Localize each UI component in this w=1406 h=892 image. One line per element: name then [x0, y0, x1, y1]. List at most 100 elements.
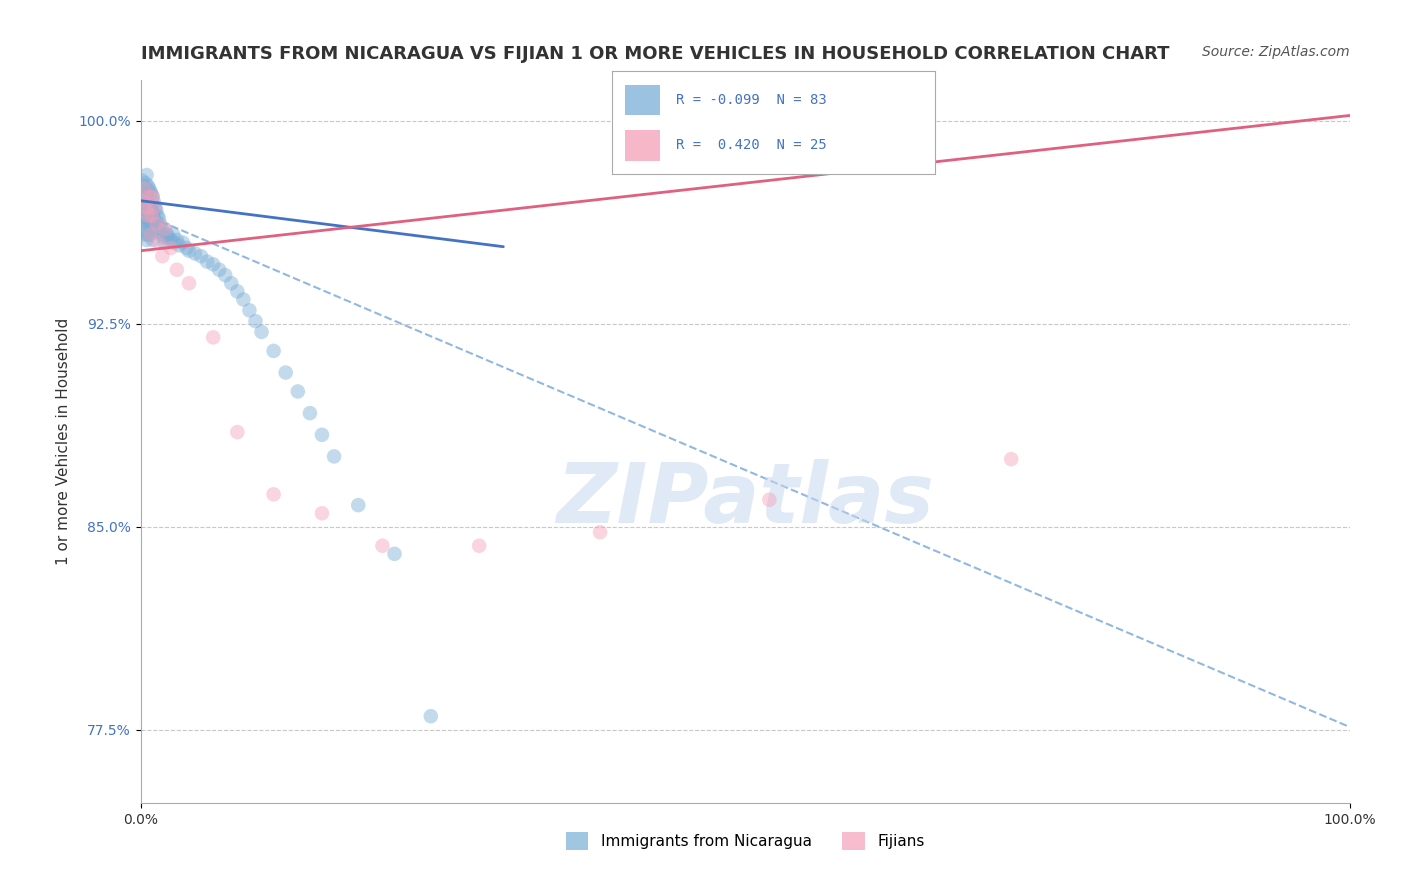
Point — [145, 217, 167, 231]
Point — [163, 235, 186, 250]
Point — [141, 203, 163, 218]
Point — [142, 189, 165, 203]
Point — [1000, 452, 1022, 467]
Bar — [624, 130, 661, 161]
Point — [214, 268, 236, 282]
Point — [138, 181, 160, 195]
Point — [131, 173, 153, 187]
Point — [384, 547, 406, 561]
Point — [589, 525, 612, 540]
Point — [166, 262, 188, 277]
Point — [136, 227, 159, 242]
Point — [245, 314, 267, 328]
Point — [131, 192, 153, 206]
Point — [134, 176, 156, 190]
Point — [226, 285, 249, 299]
Y-axis label: 1 or more Vehicles in Household: 1 or more Vehicles in Household — [56, 318, 72, 566]
Point — [143, 214, 166, 228]
Point — [150, 249, 173, 263]
Point — [134, 222, 156, 236]
Point — [135, 233, 157, 247]
Point — [287, 384, 309, 399]
Point — [311, 427, 333, 442]
Point — [232, 293, 254, 307]
Text: R =  0.420  N = 25: R = 0.420 N = 25 — [676, 138, 827, 153]
Point — [202, 330, 225, 344]
Text: Source: ZipAtlas.com: Source: ZipAtlas.com — [1202, 45, 1350, 60]
Bar — [624, 85, 661, 115]
Point — [419, 709, 441, 723]
Point — [263, 343, 285, 358]
Point — [134, 227, 156, 242]
Point — [238, 303, 260, 318]
Point — [153, 222, 176, 236]
Point — [176, 241, 198, 255]
Point — [145, 203, 167, 218]
Point — [136, 211, 159, 226]
Point — [134, 181, 156, 195]
Legend: Immigrants from Nicaragua, Fijians: Immigrants from Nicaragua, Fijians — [560, 826, 931, 856]
Point — [148, 211, 170, 226]
Point — [758, 492, 780, 507]
Point — [138, 198, 160, 212]
Point — [136, 178, 159, 193]
Point — [135, 217, 157, 231]
Point — [134, 206, 156, 220]
Point — [162, 227, 184, 242]
Point — [132, 214, 155, 228]
Point — [208, 262, 231, 277]
Point — [149, 217, 172, 231]
Point — [139, 227, 162, 242]
Point — [139, 214, 162, 228]
Point — [134, 189, 156, 203]
Point — [134, 181, 156, 195]
Point — [156, 227, 179, 242]
Point — [184, 246, 207, 260]
Text: IMMIGRANTS FROM NICARAGUA VS FIJIAN 1 OR MORE VEHICLES IN HOUSEHOLD CORRELATION : IMMIGRANTS FROM NICARAGUA VS FIJIAN 1 OR… — [141, 45, 1170, 63]
Point — [136, 209, 159, 223]
Text: ZIPatlas: ZIPatlas — [557, 458, 934, 540]
Point — [145, 217, 167, 231]
Point — [323, 450, 346, 464]
Point — [142, 189, 165, 203]
Point — [166, 233, 188, 247]
Point — [371, 539, 394, 553]
Point — [142, 211, 165, 226]
Point — [150, 227, 173, 242]
Point — [139, 201, 162, 215]
Point — [148, 235, 170, 250]
Point — [347, 498, 370, 512]
Point — [135, 201, 157, 215]
Point — [139, 227, 162, 242]
Point — [153, 222, 176, 236]
Point — [226, 425, 249, 439]
Point — [311, 506, 333, 520]
Point — [468, 539, 491, 553]
Point — [169, 238, 191, 252]
Point — [146, 209, 169, 223]
Text: R = -0.099  N = 83: R = -0.099 N = 83 — [676, 93, 827, 106]
Point — [134, 201, 156, 215]
Point — [172, 235, 194, 250]
Point — [141, 217, 163, 231]
Point — [138, 189, 160, 203]
Point — [250, 325, 273, 339]
Point — [195, 254, 218, 268]
Point — [263, 487, 285, 501]
Point — [139, 184, 162, 198]
Point — [132, 178, 155, 193]
Point — [190, 249, 212, 263]
Point — [150, 222, 173, 236]
Point — [136, 195, 159, 210]
Point — [298, 406, 321, 420]
Point — [153, 235, 176, 250]
Point — [138, 214, 160, 228]
Point — [152, 230, 174, 244]
Point — [157, 230, 180, 244]
Point — [177, 277, 200, 291]
Point — [148, 225, 170, 239]
Point — [134, 214, 156, 228]
Point — [142, 219, 165, 234]
Point — [219, 277, 242, 291]
Point — [135, 203, 157, 218]
